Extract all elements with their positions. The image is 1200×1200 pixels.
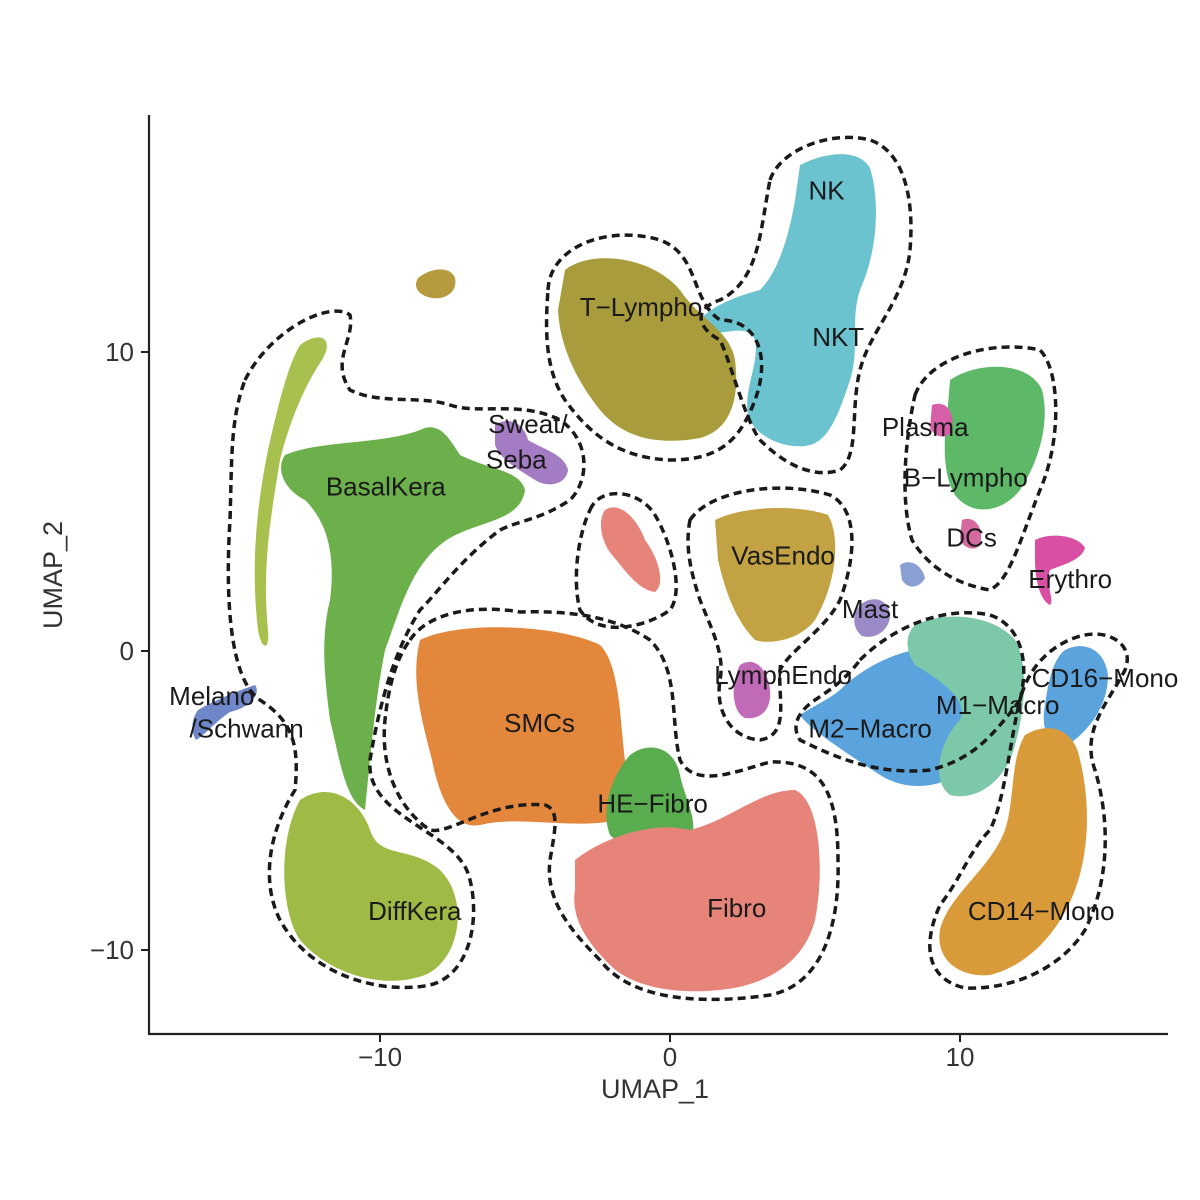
cluster-fibro-small-cloud [600, 507, 661, 592]
outline-macro [794, 611, 1129, 990]
cluster-label: BasalKera [326, 472, 446, 502]
outline-t-lympho [544, 233, 764, 462]
cluster-sweat-seba-cloud [495, 420, 568, 485]
cluster-small-olive-cloud [415, 269, 456, 299]
cluster-label: Melano [169, 681, 254, 711]
cluster-cd14-mono-cloud [939, 728, 1087, 976]
outline-smcs-fibro [382, 607, 840, 1002]
cluster-label: DCs [946, 522, 997, 552]
y-tick-label: 0 [120, 636, 134, 666]
y-tick-label: −10 [90, 935, 134, 965]
cluster-label: DiffKera [368, 896, 462, 926]
outline-kera [226, 309, 586, 990]
x-axis-title: UMAP_1 [601, 1074, 709, 1104]
cluster-label: M2−Macro [808, 714, 932, 744]
cluster-cd16-mono-cloud [1043, 646, 1108, 746]
cluster-label: NKT [812, 322, 864, 352]
cluster-melano-cloud [192, 685, 257, 740]
cluster-label: T−Lympho [580, 292, 703, 322]
x-tick-label: 0 [663, 1042, 677, 1072]
cluster-label: Erythro [1028, 564, 1112, 594]
cluster-label: LymphEndo [714, 660, 852, 690]
outline-fibro-small [574, 492, 678, 629]
cluster-label: /Schwann [190, 714, 304, 744]
axes: −10 0 10 −10 0 10 UMAP_1 UMAP_2 [38, 115, 1168, 1104]
cluster-vasendo-cloud [715, 508, 836, 642]
cluster-mast-small-cloud [900, 562, 925, 587]
cluster-streak-cloud [254, 337, 327, 646]
cluster-smcs-cloud [416, 627, 632, 826]
cluster-label: Sweat/ [488, 409, 568, 439]
x-ticks: −10 0 10 [358, 1034, 975, 1072]
cluster-fibro-cloud [574, 790, 820, 992]
y-axis-title: UMAP_2 [38, 521, 68, 629]
cluster-label: VasEndo [731, 540, 835, 570]
cluster-lymphendo-cloud [733, 661, 771, 719]
cluster-diffkera-cloud [284, 791, 458, 981]
cluster-t-lympho-cloud [558, 258, 737, 441]
outline-endo [686, 486, 854, 742]
y-tick-label: 10 [105, 337, 134, 367]
cluster-label: NK [809, 176, 846, 206]
cluster-label: CD14−Mono [968, 896, 1115, 926]
cluster-m1-macro-cloud [907, 616, 1025, 797]
cluster-mast-cloud [854, 599, 890, 637]
y-ticks: −10 0 10 [90, 337, 149, 965]
cluster-he-fibro-cloud [606, 747, 694, 854]
cluster-label: CD16−Mono [1032, 663, 1179, 693]
cluster-label: SMCs [504, 708, 575, 738]
cluster-label: Mast [842, 594, 899, 624]
cluster-labels: NK NKT T−Lympho Plasma B−Lympho DCs Erythro Swe… [169, 176, 1178, 927]
cluster-label: B−Lympho [904, 463, 1028, 493]
cluster-b-lympho-cloud [944, 366, 1045, 510]
group-outlines [226, 135, 1129, 1002]
cluster-nk-cloud [698, 154, 876, 447]
cluster-basalkera-cloud [281, 427, 525, 810]
cluster-label: M1−Macro [936, 690, 1060, 720]
cluster-label: Plasma [882, 412, 969, 442]
cluster-dcs-cloud [960, 518, 982, 549]
cluster-erythro-cloud [1035, 535, 1085, 605]
point-clouds [192, 154, 1108, 992]
outline-b-lympho [903, 345, 1058, 592]
x-tick-label: 10 [946, 1042, 975, 1072]
cluster-plasma-cloud [930, 403, 953, 437]
cluster-label: HE−Fibro [597, 788, 708, 818]
cluster-label: Seba [486, 445, 547, 475]
cluster-label: Fibro [707, 893, 766, 923]
x-tick-label: −10 [358, 1042, 402, 1072]
